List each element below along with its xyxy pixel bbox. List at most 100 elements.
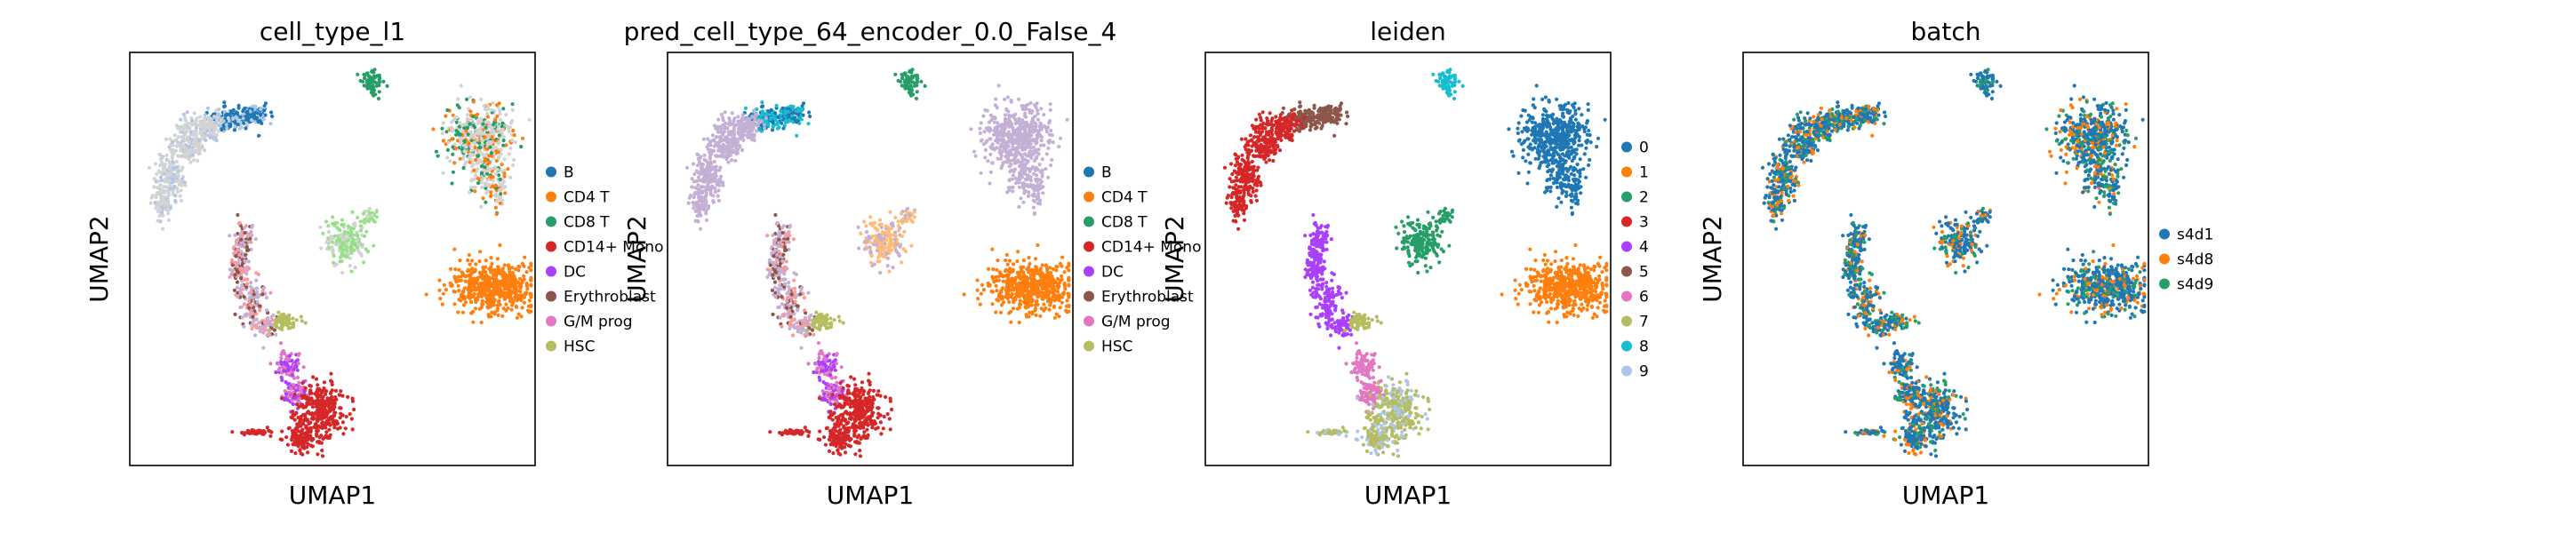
scatter-point [1067,283,1071,288]
scatter-point [806,122,811,126]
scatter-point [311,375,316,379]
scatter-point [509,121,514,125]
scatter-point [504,113,508,117]
scatter-point [1009,123,1013,128]
scatter-point [187,156,191,162]
scatter-point [998,271,1003,275]
scatter-point [1058,136,1063,140]
scatter-point [173,194,178,198]
scatter-point [324,392,328,396]
scatter-point [242,269,246,274]
scatter-point [456,97,460,101]
legend-marker [546,266,556,277]
scatter-point [250,223,255,228]
scatter-point [1015,259,1020,264]
scatter-point [1042,302,1046,306]
scatter-point [492,299,496,304]
scatter-point [508,125,513,130]
scatter-point [983,107,988,113]
scatter-point [455,115,460,120]
scatter-point [888,249,892,253]
scatter-point [206,117,212,122]
scatter-point [740,148,745,153]
scatter-point [1041,191,1045,195]
scatter-point [340,270,345,275]
scatter-point [453,146,458,150]
scatter-point [340,238,345,243]
scatter-point [173,148,178,153]
scatter-point [520,261,525,266]
scatter-point [901,84,906,88]
scatter-point [492,123,496,127]
scatter-point [360,244,364,249]
scatter-point [877,253,882,259]
scatter-point [242,243,247,247]
scatter-point [898,244,902,249]
scatter-point [265,308,269,313]
scatter-point [719,126,724,131]
scatter-point [868,215,873,219]
scatter-point [441,121,445,125]
scatter-point [498,290,503,295]
scatter-point [479,116,484,121]
scatter-point [289,415,293,419]
scatter-point [366,219,372,224]
scatter-point [495,303,500,307]
scatter-point [301,432,306,436]
scatter-point [509,307,514,312]
scatter-point [501,139,506,143]
scatter-point [1009,99,1013,104]
scatter-point [300,444,305,449]
scatter-point [328,406,332,410]
scatter-point [527,266,532,270]
scatter-point [1020,104,1024,108]
scatter-point [471,115,476,119]
scatter-point [359,253,364,258]
scatter-point [477,306,483,311]
scatter-point [1028,107,1032,112]
scatter-point [203,134,207,139]
scatter-point [178,194,182,198]
scatter-point [250,233,254,238]
scatter-point [999,166,1004,171]
scatter-point [1060,291,1065,296]
legend-marker [546,191,556,203]
scatter-point [310,404,315,410]
scatter-point [444,130,449,134]
scatter-point [149,195,154,200]
scatter-point [287,390,292,394]
scatter-point [485,115,491,119]
scatter-point [1031,205,1036,210]
scatter-point [287,317,292,322]
scatter-point [481,122,485,126]
scatter-point [209,131,213,136]
scatter-point [202,118,206,123]
scatter-point [322,380,326,385]
scatter-point [339,389,343,394]
scatter-point [909,243,914,248]
scatter-point [1058,293,1062,298]
scatter-point [316,440,320,444]
scatter-point [465,125,470,130]
scatter-point [304,424,308,428]
scatter-point [469,259,475,263]
scatter-point [350,427,355,432]
scatter-point [444,114,448,118]
scatter-point [356,215,360,219]
legend-marker [546,216,556,227]
scatter-point [878,270,883,275]
scatter-point [497,195,501,199]
scatter-point [268,434,273,438]
scatter-point [1017,137,1021,141]
scatter-point [877,222,882,227]
scatter-point [239,125,244,130]
scatter-point [381,79,386,84]
scatter-point [236,212,240,218]
scatter-point [289,386,293,391]
scatter-point [710,133,716,138]
scatter-point [498,177,502,181]
scatter-point [479,171,484,175]
scatter-point [303,321,308,325]
scatter-point [446,140,451,145]
